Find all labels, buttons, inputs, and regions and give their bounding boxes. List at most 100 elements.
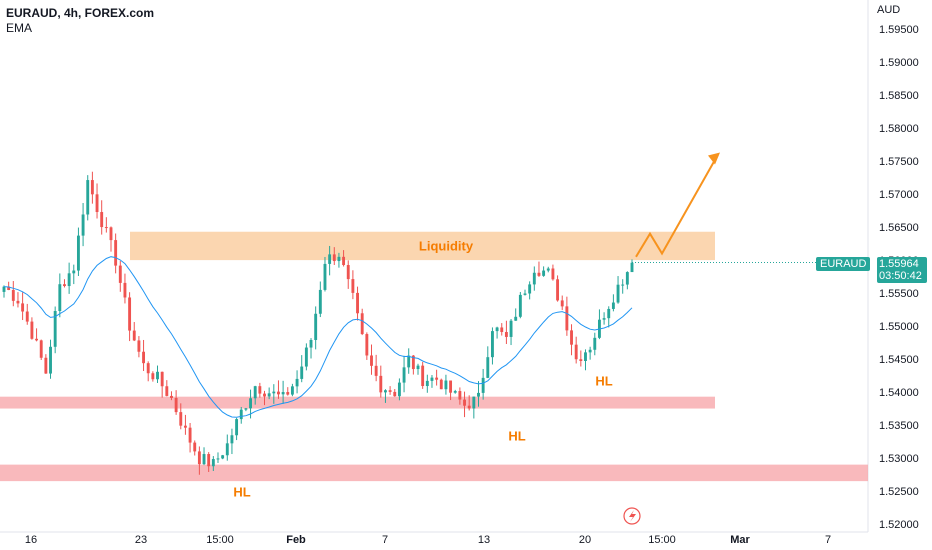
candle-body [495,327,499,332]
time-tick: 13 [478,534,490,546]
candle-body [518,294,522,317]
candle-body [170,395,173,398]
candle-body [370,355,373,366]
candle-body [21,303,25,312]
candle-body [86,180,90,215]
candle-body [67,273,71,287]
time-tick: 7 [382,534,388,546]
price-tick: 1.53500 [879,420,919,432]
candle-body [514,316,518,321]
candle-body [16,300,20,304]
time-tick: Mar [730,534,750,546]
candle-body [225,443,229,456]
candle-body [435,377,439,380]
candle-body [128,297,132,331]
price-tick: 1.56500 [879,222,919,234]
price-tick: 1.55000 [879,321,919,333]
candle-body [11,290,15,301]
candle-body [416,365,420,370]
candle-body [630,262,634,273]
candle-body [211,459,215,467]
time-tick: 7 [825,534,831,546]
candle-body [63,284,66,287]
candle-body [346,265,350,280]
candle-body [281,392,285,395]
candle-body [449,380,453,393]
candle-body [579,359,583,361]
candle-body [81,214,85,236]
candle-body [546,268,550,271]
candle-body [360,313,364,335]
candle-body [90,180,94,195]
price-tick: 1.52000 [879,519,919,531]
candle-body [207,454,211,467]
candle-body [179,412,183,426]
candle-body [477,392,480,397]
symbol-title[interactable]: EURAUD, 4h, FOREX.com [6,6,155,20]
candle-body [574,344,578,360]
candle-body [388,390,392,392]
candle-body [491,331,494,358]
support-zone-upper [0,396,715,409]
price-tick: 1.54000 [879,387,919,399]
candle-body [332,254,336,262]
candle-body [114,240,118,266]
candle-body [72,270,76,274]
candle-body [267,393,271,397]
projection-path [635,154,719,258]
candle-body [156,371,159,380]
candle-body [76,235,80,271]
time-tick: Feb [286,534,306,546]
price-tick: 1.59500 [879,24,919,36]
candle-body [402,367,406,383]
candle-body [430,377,434,381]
candle-body [118,265,122,283]
time-tick: 15:00 [648,534,676,546]
candle-body [104,227,108,229]
candle-body [444,380,448,390]
candle-body [35,338,39,341]
candle-body [30,321,34,339]
candle-body [272,391,276,394]
ema-line [3,256,633,418]
candle-body [263,393,266,397]
candle-body [244,408,248,410]
chart-header: EURAUD, 4h, FOREX.com EMA [6,6,154,36]
candle-body [407,355,411,368]
price-tick: 1.53000 [879,453,919,465]
candle-body [309,339,313,348]
candle-body [537,272,541,276]
candle-body [183,425,187,428]
candle-body [160,371,164,387]
candle-body [132,330,136,341]
price-tick: 1.54500 [879,354,919,366]
candle-body [323,263,327,290]
price-tick: 1.58000 [879,123,919,135]
candle-body [193,442,197,452]
indicator-label[interactable]: EMA [6,21,33,35]
candle-body [58,284,62,312]
candle-body [411,355,415,370]
candle-body [356,292,359,314]
hl-label: HL [508,428,525,443]
candle-body [202,454,206,465]
candle-body [342,256,346,266]
candle-body [109,227,113,241]
candle-body [304,347,308,367]
candle-body [300,366,304,379]
candle-body [611,302,615,309]
projection-arrowhead [708,152,720,165]
price-tick: 1.55500 [879,288,919,300]
symbol-price-tag: EURAUD [816,257,871,271]
candle-body [542,270,546,276]
lightning-bolt [629,510,636,522]
candle-body [216,458,220,460]
time-tick: 20 [579,534,591,546]
candle-body [235,419,239,436]
candle-body [528,284,532,294]
candle-body [95,194,99,213]
candle-body [277,391,280,395]
candle-body [532,272,536,285]
time-tick: 23 [135,534,147,546]
